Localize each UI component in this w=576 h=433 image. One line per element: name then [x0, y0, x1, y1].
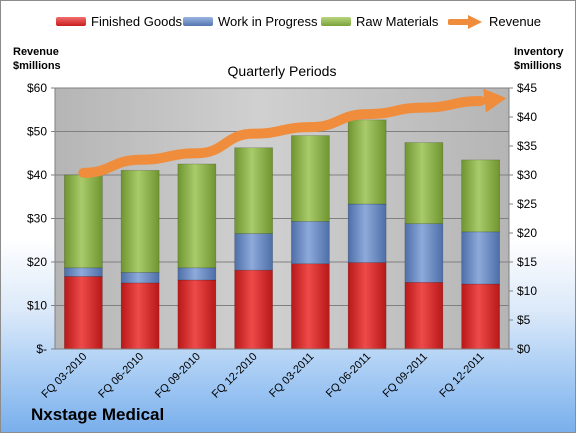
right-axis-title-line-2: $millions — [514, 60, 562, 72]
legend-swatch-raw-materials — [321, 17, 351, 26]
bar-work-in-progress — [461, 231, 500, 285]
legend-label-finished-goods: Finished Goods — [91, 14, 183, 29]
left-axis-tick-label: $10 — [27, 299, 47, 313]
bar-finished-goods — [177, 279, 217, 350]
x-axis-tick-label: FQ 03-2011 — [267, 351, 316, 400]
left-axis-tick-label: $- — [36, 342, 47, 356]
bar-work-in-progress — [234, 233, 273, 271]
bar-raw-materials — [291, 135, 330, 222]
right-axis-tick-label: $10 — [517, 284, 537, 298]
bar-finished-goods — [120, 282, 160, 350]
right-axis-tick-label: $35 — [517, 139, 537, 153]
right-axis-tick-label: $5 — [517, 313, 531, 327]
right-axis-title-line-1: Inventory — [514, 46, 564, 58]
legend-swatch-revenue — [448, 14, 482, 29]
right-axis-title: Inventory $millions — [514, 45, 564, 73]
left-axis-tick-label: $60 — [27, 81, 47, 95]
right-axis-tick-label: $15 — [517, 255, 537, 269]
left-axis-tick-label: $40 — [27, 168, 47, 182]
bar-work-in-progress — [120, 272, 160, 284]
bar-raw-materials — [177, 163, 217, 269]
x-axis-tick-label: FQ 06-2010 — [96, 351, 146, 401]
bar-finished-goods — [404, 281, 444, 350]
left-axis-title-line-1: Revenue — [13, 46, 59, 58]
legend-swatch-work-in-progress — [183, 17, 213, 26]
bar-work-in-progress — [347, 203, 387, 263]
x-axis-tick-label: FQ 06-2011 — [324, 351, 373, 400]
bar-raw-materials — [404, 142, 444, 225]
bar-raw-materials — [64, 174, 103, 269]
bar-raw-materials — [461, 159, 500, 233]
company-name: Nxstage Medical — [31, 405, 165, 424]
left-axis-tick-label: $50 — [27, 125, 47, 139]
x-axis-tick-label: FQ 03-2010 — [40, 351, 90, 401]
bar-finished-goods — [347, 262, 387, 350]
legend-work-in-progress: Work in Progress — [183, 14, 317, 29]
chart-subtitle: Quarterly Periods — [228, 63, 337, 79]
left-axis-tick-label: $30 — [27, 212, 47, 226]
x-axis-tick-label: FQ 12-2010 — [210, 351, 260, 401]
right-axis-tick-label: $45 — [517, 81, 537, 95]
x-axis-tick-label: FQ 09-2011 — [381, 351, 430, 400]
x-axis-tick-label: FQ 12-2011 — [437, 351, 486, 400]
revenue-arrowhead — [483, 88, 507, 113]
bar-finished-goods — [64, 276, 103, 350]
bar-raw-materials — [234, 147, 273, 234]
revenue-line — [78, 96, 486, 178]
legend-label-revenue: Revenue — [489, 14, 542, 29]
bar-work-in-progress — [404, 223, 444, 283]
legend-finished-goods: Finished Goods — [56, 14, 182, 29]
bar-work-in-progress — [177, 267, 217, 281]
legend-label-raw-materials: Raw Materials — [356, 14, 439, 29]
right-axis-tick-label: $0 — [517, 342, 531, 356]
left-axis-title: Revenue $millions — [13, 45, 61, 73]
left-axis-tick-label: $20 — [27, 255, 47, 269]
x-axis-tick-label: FQ 09-2010 — [153, 351, 203, 401]
legend-label-work-in-progress: Work in Progress — [218, 14, 318, 29]
bar-raw-materials — [120, 170, 160, 273]
bar-work-in-progress — [64, 267, 103, 277]
right-axis-tick-label: $30 — [517, 168, 537, 182]
left-axis-title-line-2: $millions — [13, 60, 61, 72]
legend-swatch-finished-goods — [56, 17, 86, 26]
right-axis-tick-label: $20 — [517, 226, 537, 240]
bar-work-in-progress — [291, 221, 330, 265]
bar-finished-goods — [291, 263, 330, 350]
bar-raw-materials — [347, 119, 387, 205]
bar-finished-goods — [234, 269, 273, 350]
right-axis-tick-label: $40 — [517, 110, 537, 124]
legend-revenue: Revenue — [448, 14, 541, 29]
bar-finished-goods — [461, 283, 500, 350]
right-axis-tick-label: $25 — [517, 197, 537, 211]
legend-raw-materials: Raw Materials — [321, 14, 438, 29]
